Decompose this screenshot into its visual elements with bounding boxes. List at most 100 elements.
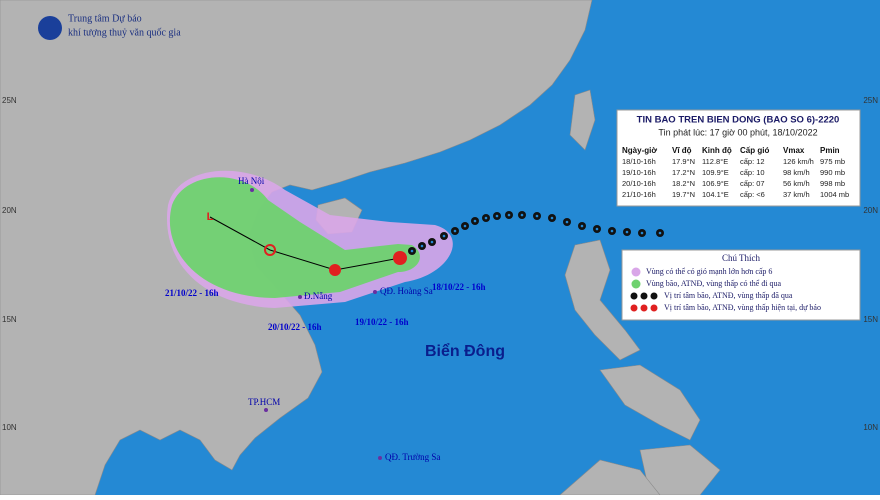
- legend-label: Vị trí tâm bão, ATNĐ, vùng thấp hiện tại…: [664, 303, 821, 312]
- past-center-eye: [658, 231, 662, 235]
- table-cell: 18.2°N: [672, 179, 695, 188]
- past-center-eye: [442, 234, 446, 238]
- track-time-label: 20/10/22 - 16h: [268, 322, 322, 332]
- latitude-label: 10N: [863, 423, 878, 432]
- table-cell: cấp: 07: [740, 179, 765, 188]
- info-box: [616, 109, 861, 207]
- table-cell: 18/10-16h: [622, 157, 656, 166]
- table-cell: cấp: 12: [740, 157, 765, 166]
- legend-label: Vùng bão, ATNĐ, vùng thấp có thể đi qua: [646, 279, 782, 288]
- column-header: Pmin: [820, 146, 840, 155]
- track-time-label: 18/10/22 - 16h: [432, 282, 486, 292]
- taiwan: [569, 89, 596, 151]
- past-center-eye: [610, 229, 614, 233]
- table-cell: 1004 mb: [820, 190, 849, 199]
- current-center: [393, 251, 407, 265]
- place-dot: [378, 456, 382, 460]
- past-center-eye: [595, 227, 599, 231]
- legend-box: [621, 249, 861, 321]
- table-cell: 20/10-16h: [622, 179, 656, 188]
- past-center-eye: [473, 219, 477, 223]
- latitude-label: 25N: [2, 96, 17, 105]
- table-cell: 21/10-16h: [622, 190, 656, 199]
- info-title: TIN BAO TREN BIEN DONG (BAO SO 6)-2220: [637, 115, 840, 126]
- past-center-eye: [550, 216, 554, 220]
- past-center-eye: [453, 229, 457, 233]
- past-track: [408, 211, 664, 255]
- table-cell: 37 km/h: [783, 190, 810, 199]
- org-name: khí tượng thuỷ văn quốc gia: [68, 27, 181, 38]
- luzon: [564, 239, 641, 361]
- past-center-eye: [484, 216, 488, 220]
- legend-symbol: [640, 292, 648, 300]
- table-cell: 106.9°E: [702, 179, 729, 188]
- column-header: Ngày-giờ: [622, 146, 657, 155]
- column-header: Vĩ độ: [672, 146, 692, 155]
- track-time-label: 21/10/22 - 16h: [165, 288, 219, 298]
- table-cell: 56 km/h: [783, 179, 810, 188]
- forecast-center: [329, 264, 341, 276]
- table-cell: 112.8°E: [702, 157, 728, 166]
- legend-symbol: [630, 292, 638, 300]
- sea-label: Biển Đông: [425, 342, 505, 360]
- place-dot: [373, 290, 377, 294]
- table-cell: 19/10-16h: [622, 168, 656, 177]
- past-center-eye: [410, 249, 414, 253]
- track-line: [209, 216, 401, 271]
- table-cell: cấp: <6: [740, 190, 765, 199]
- past-center-eye: [535, 214, 539, 218]
- legend-title: Chú Thích: [722, 253, 761, 263]
- table-cell: 17.9°N: [672, 157, 695, 166]
- table-cell: 990 mb: [820, 168, 845, 177]
- place-dot: [250, 188, 254, 192]
- latitude-label: 15N: [863, 315, 878, 324]
- legend-symbol: [640, 304, 648, 312]
- org-name: Trung tâm Dự báo: [68, 13, 142, 24]
- legend: Vùng có thể có gió mạnh lớn hơn cấp 6 Vùn…: [630, 267, 821, 312]
- past-center-eye: [507, 213, 511, 217]
- past-center-eye: [420, 244, 424, 248]
- forecast-points: L: [207, 211, 407, 276]
- past-center-eye: [430, 240, 434, 244]
- place-label: TP.HCM: [248, 397, 280, 407]
- logo: [38, 16, 62, 40]
- column-header: Vmax: [783, 146, 805, 155]
- table-cell: 126 km/h: [783, 157, 814, 166]
- track-time-label: 19/10/22 - 16h: [355, 317, 409, 327]
- place-dot: [264, 408, 268, 412]
- forecast-center: [264, 244, 276, 256]
- legend-symbol: [650, 292, 658, 300]
- latitude-label: 25N: [863, 96, 878, 105]
- column-header: Kinh độ: [702, 146, 732, 155]
- place-label: QĐ. Trường Sa: [385, 452, 440, 462]
- latitude-label: 15N: [2, 315, 17, 324]
- table-cell: 104.1°E: [702, 190, 729, 199]
- latitude-label: 10N: [2, 423, 17, 432]
- place-dot: [298, 295, 302, 299]
- past-center-eye: [565, 220, 569, 224]
- table-cell: 998 mb: [820, 179, 845, 188]
- latitude-label: 20N: [863, 206, 878, 215]
- legend-swatch: [631, 279, 641, 289]
- place-label: QĐ. Hoàng Sa: [380, 286, 433, 296]
- low-symbol: L: [207, 211, 214, 223]
- forecast-cone: [169, 177, 420, 298]
- table-cell: 19.7°N: [672, 190, 695, 199]
- table-cell: 17.2°N: [672, 168, 695, 177]
- past-center-eye: [640, 231, 644, 235]
- table-cell: 109.9°E: [702, 168, 729, 177]
- legend-label: Vị trí tâm bão, ATNĐ, vùng thấp đã qua: [664, 291, 793, 300]
- latitude-label: 20N: [2, 206, 17, 215]
- legend-symbol: [650, 304, 658, 312]
- past-center-eye: [463, 224, 467, 228]
- info-issued: Tin phát lúc: 17 giờ 00 phút, 18/10/2022: [658, 127, 817, 137]
- past-center-eye: [625, 230, 629, 234]
- past-center-eye: [520, 213, 524, 217]
- info-table: Ngày-giờ Vĩ độ Kinh độ Cấp gió Vmax Pmin 18/10…: [622, 146, 849, 199]
- table-cell: 98 km/h: [783, 168, 810, 177]
- legend-swatch: [631, 267, 641, 277]
- column-header: Cấp gió: [740, 146, 769, 155]
- past-center-eye: [580, 224, 584, 228]
- place-label: Hà Nội: [238, 176, 265, 186]
